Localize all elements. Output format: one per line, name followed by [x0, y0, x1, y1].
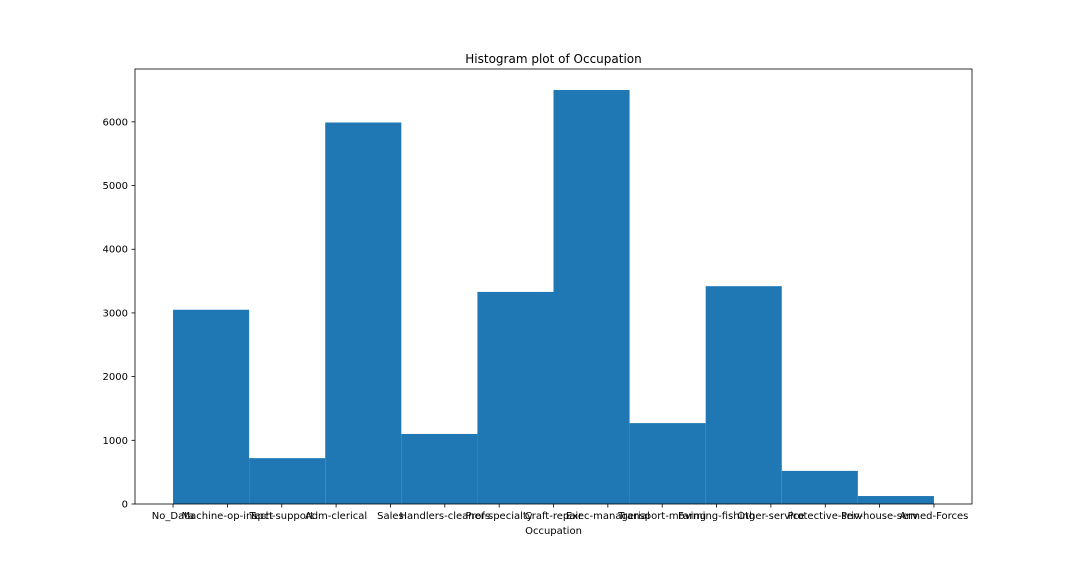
histogram-bar-2 — [325, 122, 402, 504]
histogram-bar-6 — [629, 423, 706, 504]
y-tick-label: 4000 — [103, 245, 128, 256]
plot-frame — [134, 68, 973, 505]
histogram-bar-4 — [477, 291, 554, 504]
x-tick-label: Tech-support — [249, 511, 314, 522]
x-tick-label: Adm-clerical — [305, 511, 367, 522]
x-tick-label: Farming-fishing — [678, 511, 755, 522]
chart-title: Histogram plot of Occupation — [465, 52, 641, 66]
y-tick-label: 6000 — [103, 117, 128, 128]
x-tick-label: Transport-moving — [617, 511, 706, 522]
bars-group — [173, 90, 934, 504]
x-tick-label: Priv-house-serv — [841, 511, 918, 522]
x-tick-label: Prof-specialty — [466, 511, 533, 522]
histogram-bar-0 — [173, 309, 250, 504]
histogram-bar-5 — [553, 90, 630, 504]
x-tick-label: Sales — [377, 511, 404, 522]
histogram-bar-9 — [857, 496, 934, 504]
histogram-bar-8 — [781, 470, 858, 504]
histogram-bar-1 — [249, 458, 326, 504]
y-tick-label: 0 — [122, 500, 128, 511]
x-axis-label: Occupation — [525, 526, 582, 537]
x-tick-label: Machine-op-inspct — [181, 511, 273, 522]
y-axis: 0 1000 2000 3000 4000 5000 6000 — [103, 117, 135, 511]
x-tick-label: No_Data — [152, 511, 194, 522]
x-tick-label: Exec-managerial — [566, 511, 650, 522]
x-tick-label: Craft-repair — [525, 511, 583, 522]
y-tick-label: 3000 — [103, 308, 128, 319]
y-tick-label: 2000 — [103, 372, 128, 383]
x-tick-label: Handlers-cleaners — [400, 511, 491, 522]
x-tick-label: Other-service — [737, 511, 804, 522]
histogram-bar-7 — [705, 286, 782, 504]
x-tick-label: Armed-Forces — [900, 511, 969, 522]
y-tick-label: 1000 — [103, 436, 128, 447]
x-tick-label: Protective-serv — [788, 511, 863, 522]
histogram-bar-3 — [401, 433, 478, 504]
y-tick-label: 5000 — [103, 181, 128, 192]
x-axis: No_DataMachine-op-inspctTech-supportAdm-… — [152, 504, 969, 522]
